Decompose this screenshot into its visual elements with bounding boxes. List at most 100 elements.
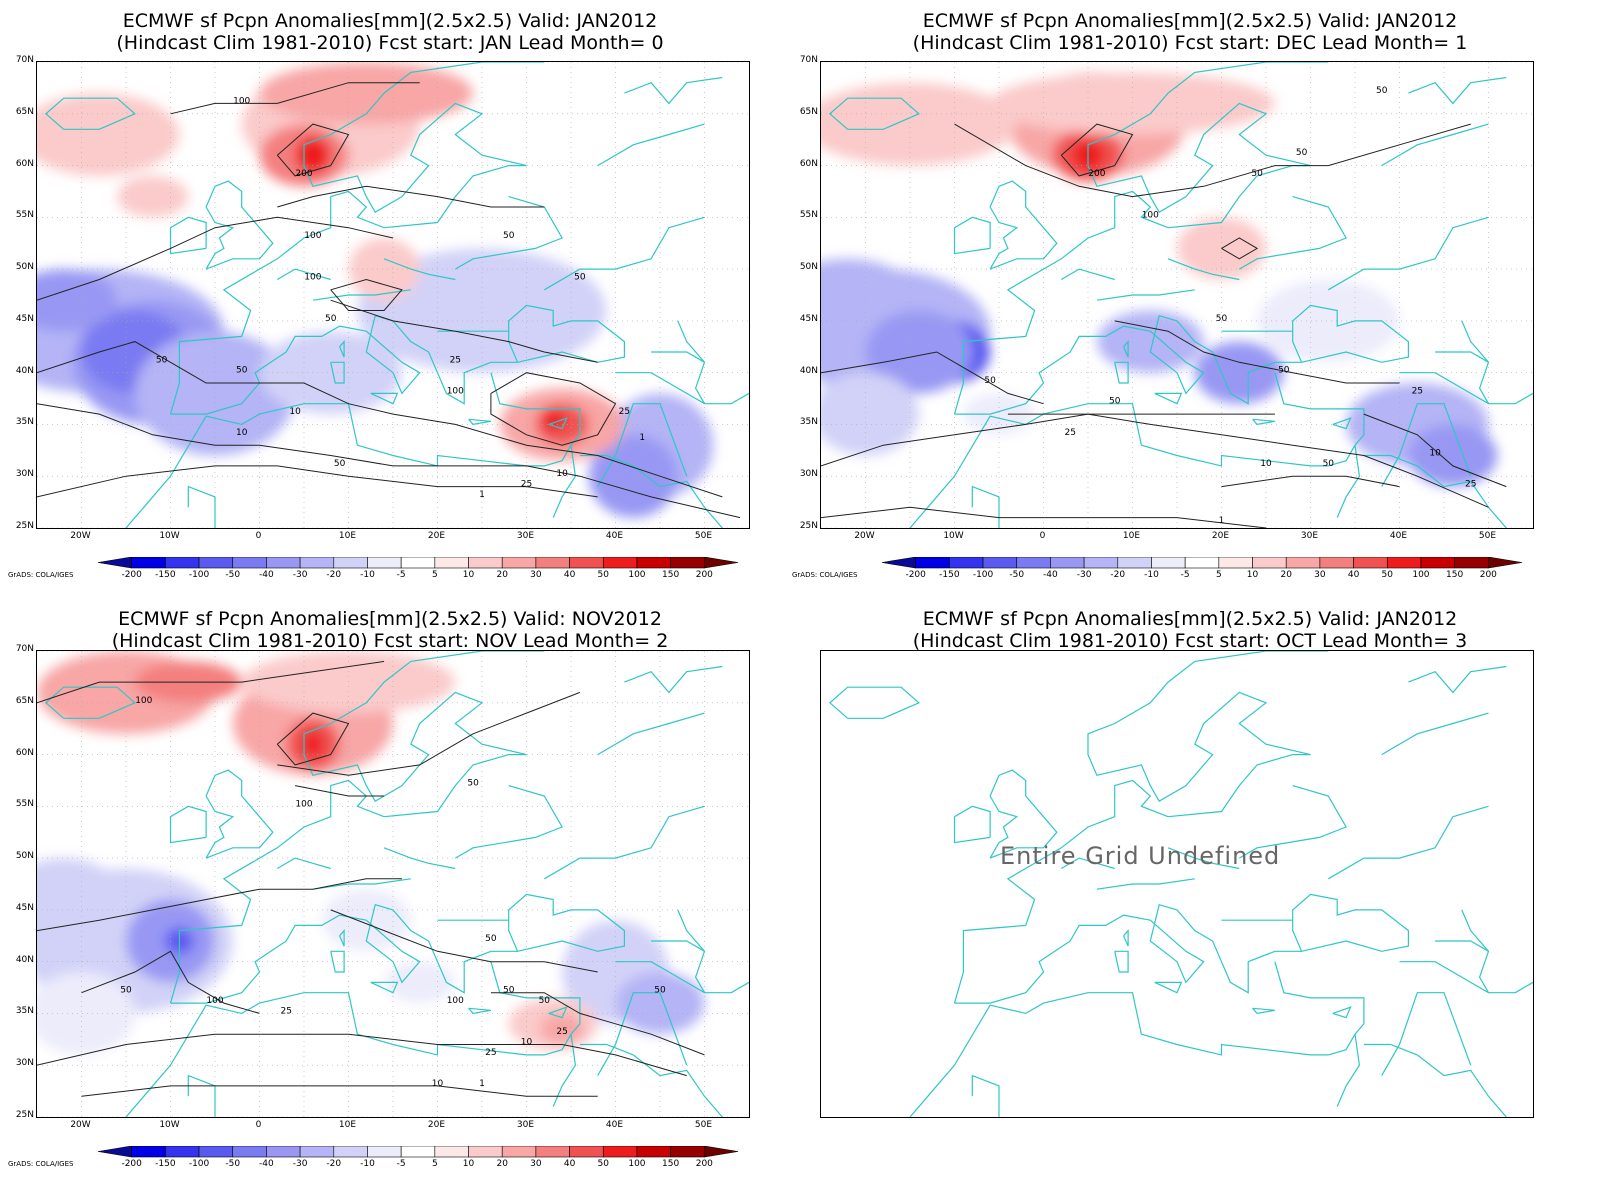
coastline bbox=[543, 805, 705, 880]
coastline bbox=[548, 417, 568, 430]
colorbar-tick-label: 10 bbox=[1246, 570, 1259, 580]
coastline bbox=[971, 1074, 1000, 1117]
colorbar-swatch bbox=[636, 1146, 671, 1158]
colorbar-swatch bbox=[1117, 557, 1152, 569]
coastline bbox=[1096, 289, 1195, 301]
coastline bbox=[1399, 372, 1533, 405]
colorbar-swatch bbox=[1420, 557, 1455, 569]
latitude-label: 25N bbox=[15, 521, 34, 531]
colorbar-swatch bbox=[602, 1146, 638, 1158]
colorbar-tick-label: 150 bbox=[1446, 570, 1464, 580]
coastline bbox=[1123, 339, 1129, 358]
coastline bbox=[953, 216, 991, 255]
coastline bbox=[597, 712, 705, 756]
colorbar-swatch bbox=[165, 1146, 200, 1158]
coastline bbox=[597, 992, 688, 1076]
colorbar-tick-label: 150 bbox=[662, 1159, 680, 1169]
coastline bbox=[312, 878, 411, 890]
coastline bbox=[548, 1006, 568, 1019]
anomaly-patch bbox=[865, 310, 973, 394]
contour-label: 100 bbox=[304, 272, 321, 282]
longitude-label: 0 bbox=[255, 1120, 262, 1130]
contour-label: 50 bbox=[325, 314, 337, 324]
longitude-label: 20W bbox=[854, 531, 875, 541]
colorbar-tick-label: 50 bbox=[1381, 570, 1393, 580]
colorbar-tick-label: -200 bbox=[121, 1159, 142, 1169]
longitude-label: 10E bbox=[338, 1120, 357, 1130]
coastline bbox=[954, 304, 1410, 415]
colorbar-tick-label: 30 bbox=[1314, 570, 1326, 580]
longitude-label: 40E bbox=[605, 1120, 624, 1130]
latitude-label: 45N bbox=[799, 313, 818, 324]
colorbar-tick-label: 40 bbox=[1347, 570, 1360, 580]
contour-label: 50 bbox=[503, 231, 515, 241]
contour-line bbox=[490, 372, 617, 446]
anomaly-patch bbox=[37, 858, 118, 921]
longitude-label: 10W bbox=[943, 531, 964, 541]
colorbar-tick-label: 100 bbox=[1412, 570, 1430, 580]
coastline bbox=[1060, 268, 1115, 281]
coastline bbox=[1154, 981, 1183, 994]
contour-line bbox=[276, 123, 350, 177]
contour-label: 50 bbox=[1251, 169, 1263, 179]
coastline bbox=[44, 686, 137, 719]
contour-line bbox=[81, 1085, 598, 1097]
contour-label: 200 bbox=[295, 169, 312, 179]
colorbar-swatch bbox=[333, 557, 368, 569]
coastline bbox=[1332, 1006, 1352, 1019]
anomaly-patch bbox=[259, 62, 474, 125]
colorbar-swatch bbox=[982, 557, 1018, 569]
coastline bbox=[1399, 961, 1533, 994]
contour-line bbox=[330, 909, 598, 973]
map-frame bbox=[820, 650, 1534, 1118]
colorbar bbox=[97, 1146, 739, 1158]
contour-label: 25 bbox=[280, 1006, 291, 1016]
latitude-label: 40N bbox=[799, 365, 818, 376]
colorbar-tick-label: -5 bbox=[396, 570, 406, 580]
contour-line bbox=[821, 506, 1267, 528]
coastline bbox=[330, 361, 345, 384]
contour-line bbox=[330, 278, 403, 311]
colorbar-tick-label: 150 bbox=[662, 570, 680, 580]
coastline bbox=[1096, 878, 1195, 890]
map-frame: 100 200 100 100 50 50 50 50 25 50 100 10 25 10 1 50 25 10… bbox=[36, 61, 750, 529]
contour-label: 100 bbox=[295, 799, 312, 809]
colorbar-swatch bbox=[915, 557, 950, 569]
longitude-label: 20E bbox=[1211, 531, 1230, 541]
colorbar-tick-label: -20 bbox=[326, 1159, 342, 1169]
colorbar-swatch bbox=[569, 557, 604, 569]
colorbar-swatch bbox=[881, 557, 916, 569]
contour-label: 100 bbox=[447, 996, 464, 1006]
grads-credit: GrADS: COLA/IGES bbox=[8, 571, 74, 579]
anomaly-map: 50 50 200 100 50 50 50 50 50 25 25 10 1 10 25 50 bbox=[821, 62, 1533, 528]
colorbar-swatch bbox=[501, 557, 537, 569]
contour-line bbox=[330, 299, 598, 363]
colorbar-tick-label: -100 bbox=[188, 570, 210, 580]
colorbar-swatch bbox=[299, 1146, 335, 1158]
coastline bbox=[44, 97, 137, 130]
colorbar-swatch bbox=[569, 1146, 604, 1158]
colorbar-tick-label: -150 bbox=[155, 570, 176, 580]
contour-label: 50 bbox=[503, 986, 515, 996]
latitude-label: 50N bbox=[15, 851, 34, 862]
contour-line bbox=[37, 660, 385, 704]
contour-line bbox=[37, 465, 598, 498]
contour-label: 50 bbox=[654, 986, 666, 996]
panel-title-line2: (Hindcast Clim 1981-2010) Fcst start: NO… bbox=[111, 630, 669, 652]
coastline bbox=[383, 258, 456, 281]
colorbar-swatch bbox=[1083, 557, 1119, 569]
colorbar-tick-label: -20 bbox=[1110, 570, 1126, 580]
contour-label: 50 bbox=[334, 459, 346, 469]
contour-label: 50 bbox=[539, 996, 551, 1006]
coastline bbox=[1252, 418, 1276, 426]
coastline bbox=[468, 1007, 492, 1015]
undefined-grid-message: Entire Grid Undefined bbox=[1000, 842, 1281, 870]
longitude-label: 20E bbox=[427, 531, 446, 541]
contour-label: 50 bbox=[120, 986, 132, 996]
colorbar bbox=[881, 557, 1523, 569]
panel-title-line2: (Hindcast Clim 1981-2010) Fcst start: JA… bbox=[116, 32, 664, 54]
anomaly-patch bbox=[37, 972, 135, 1055]
colorbar-swatch bbox=[131, 557, 166, 569]
colorbar-swatch bbox=[1488, 557, 1523, 569]
longitude-label: 30E bbox=[516, 1120, 535, 1130]
